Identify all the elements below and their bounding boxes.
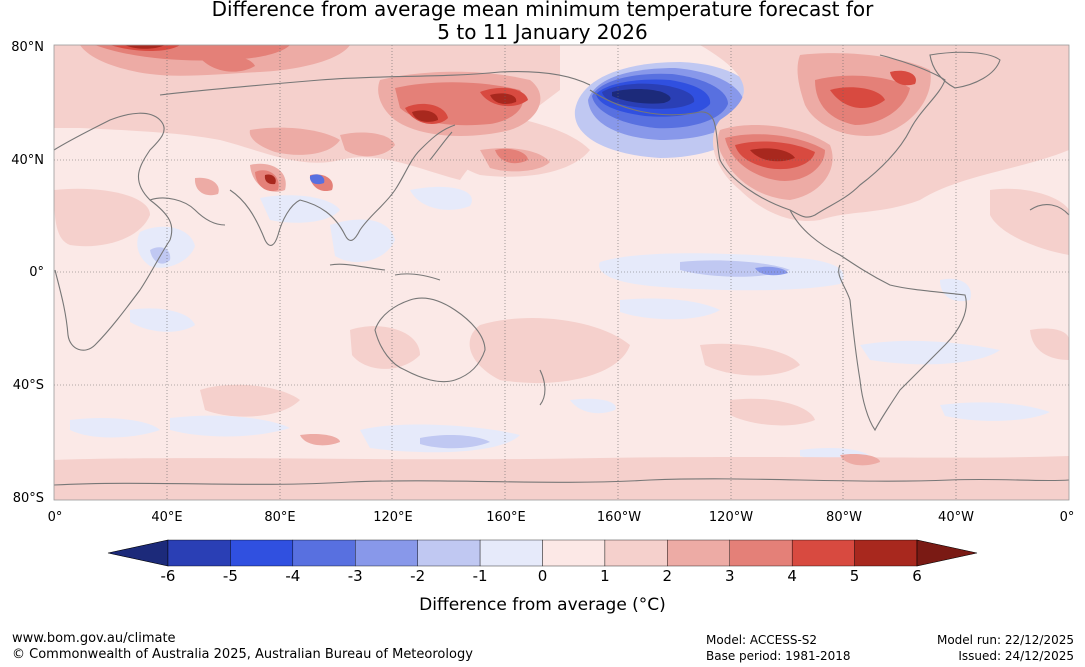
- lon-label-0-right: 0°: [1059, 510, 1075, 525]
- lat-label-80s: 80°S: [12, 491, 44, 506]
- colorbar-extend-max: [916, 539, 978, 567]
- lon-label-40e: 40°E: [151, 510, 183, 525]
- lon-label-40w: 40°W: [938, 510, 974, 525]
- footer-issued: Issued: 24/12/2025: [958, 649, 1074, 663]
- colorbar-tick-label: 2: [662, 567, 673, 585]
- colorbar-segment: [167, 539, 231, 567]
- colorbar-segment: [417, 539, 481, 567]
- colorbar-tick-label: -3: [347, 567, 363, 585]
- footer-copyright: © Commonwealth of Australia 2025, Austra…: [12, 647, 473, 662]
- colorbar-segment: [479, 539, 543, 567]
- colorbar-tick-label: -6: [160, 567, 176, 585]
- colorbar-segment: [604, 539, 668, 567]
- map-title-line2: 5 to 11 January 2026: [437, 20, 648, 44]
- colorbar-tick-label: -5: [222, 567, 238, 585]
- lat-label-80n: 80°N: [11, 40, 44, 55]
- lon-label-80w: 80°W: [826, 510, 862, 525]
- footer-model: Model: ACCESS-S2: [706, 633, 818, 647]
- lon-label-120w: 120°W: [708, 510, 754, 525]
- colorbar-segment: [292, 539, 356, 567]
- lat-label-40s: 40°S: [12, 378, 44, 393]
- anomaly-positive-extreme: [125, 45, 795, 185]
- map-frame: [53, 44, 1070, 501]
- footer-website: www.bom.gov.au/climate: [12, 631, 176, 646]
- colorbar-segment: [729, 539, 793, 567]
- colorbar-segment: [667, 539, 730, 567]
- anomaly-tibet-cold: [309, 174, 325, 185]
- colorbar-segment: [854, 539, 918, 567]
- lat-label-0: 0°: [29, 265, 44, 280]
- footer-model-run: Model run: 22/12/2025: [936, 633, 1074, 647]
- colorbar-tick-label: 6: [912, 567, 922, 585]
- colorbar-tick-label: 3: [724, 567, 735, 585]
- colorbar-tick-label: 4: [787, 567, 797, 585]
- colorbar-extend-min: [107, 539, 169, 567]
- lon-label-160e: 160°E: [486, 510, 526, 525]
- footer-base-period: Base period: 1981-2018: [706, 649, 851, 663]
- lon-label-80e: 80°E: [264, 510, 296, 525]
- colorbar-title: Difference from average (°C): [419, 595, 666, 615]
- colorbar-segment: [230, 539, 294, 567]
- colorbar-tick-label: 0: [537, 567, 548, 585]
- colorbar-tick-label: 5: [849, 567, 860, 585]
- colorbar-tick-label: -2: [410, 567, 426, 585]
- lon-label-160w: 160°W: [596, 510, 642, 525]
- anomaly-negative-strong: [755, 266, 788, 276]
- colorbar: [107, 539, 978, 567]
- lon-label-0-left: 0°: [47, 510, 63, 525]
- alaska-cold-anomaly: [574, 62, 760, 158]
- graticule: [54, 45, 1069, 500]
- colorbar-segment: [542, 539, 606, 567]
- colorbar-segment: [791, 539, 855, 567]
- lat-label-40n: 40°N: [11, 153, 44, 168]
- map-title-line1: Difference from average mean minimum tem…: [211, 0, 874, 21]
- colorbar-segment: [355, 539, 418, 567]
- lon-label-120e: 120°E: [373, 510, 413, 525]
- coastlines: [53, 51, 1070, 486]
- colorbar-tick-label: -4: [285, 567, 301, 585]
- colorbar-tick-label: -1: [472, 567, 488, 585]
- colorbar-tick-label: 1: [600, 567, 610, 585]
